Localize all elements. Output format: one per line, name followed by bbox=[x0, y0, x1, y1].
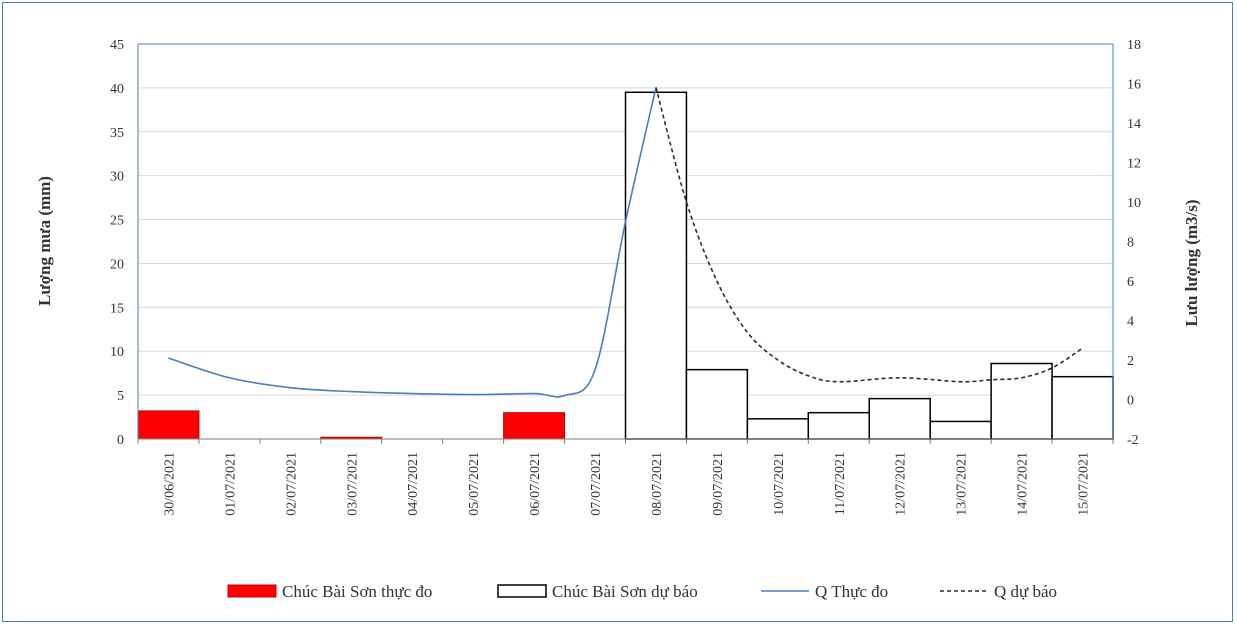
right-tick-label: 16 bbox=[1127, 78, 1141, 93]
x-tick-label: 12/07/2021 bbox=[894, 452, 909, 516]
right-tick-label: 0 bbox=[1127, 394, 1134, 409]
right-axis-title: Lưu lượng (m3/s) bbox=[1182, 199, 1201, 326]
x-tick-label: 10/07/2021 bbox=[772, 452, 787, 516]
legend-swatch bbox=[227, 584, 277, 598]
bar-forecast bbox=[990, 362, 1053, 440]
x-tick-label: 02/07/2021 bbox=[284, 452, 299, 516]
x-tick-label: 11/07/2021 bbox=[833, 452, 848, 515]
left-tick-label: 0 bbox=[117, 433, 124, 448]
legend-swatch bbox=[497, 584, 547, 598]
bar-series bbox=[137, 91, 1114, 440]
observed-discharge-line bbox=[168, 87, 657, 398]
x-tick-label: 09/07/2021 bbox=[711, 452, 726, 516]
legend-item: Chúc Bài Sơn dự báo bbox=[497, 582, 698, 601]
left-tick-label: 25 bbox=[110, 214, 124, 229]
legend-label: Chúc Bài Sơn thực đo bbox=[282, 582, 432, 601]
x-tick-label: 07/07/2021 bbox=[589, 452, 604, 516]
left-axis-ticks: 0 5 10 15 20 25 30 35 40 45 bbox=[110, 38, 124, 448]
x-tick-label: 01/07/2021 bbox=[223, 452, 238, 516]
bar-forecast bbox=[1051, 375, 1114, 440]
legend-item: Q Thực đo bbox=[761, 582, 888, 601]
x-tick-label: 13/07/2021 bbox=[955, 452, 970, 516]
x-tick-label: 03/07/2021 bbox=[345, 452, 360, 516]
left-tick-label: 10 bbox=[110, 345, 124, 360]
legend-item: Q dự báo bbox=[940, 582, 1057, 601]
x-tick-label: 08/07/2021 bbox=[650, 452, 665, 516]
forecast-discharge-line bbox=[655, 87, 1083, 383]
left-tick-label: 15 bbox=[110, 301, 124, 316]
x-tick-label: 15/07/2021 bbox=[1077, 452, 1092, 516]
bar-observed bbox=[503, 412, 566, 440]
bar-forecast bbox=[807, 411, 870, 440]
x-tick-label: 30/06/2021 bbox=[162, 452, 177, 516]
bar-forecast bbox=[624, 91, 688, 440]
x-tick-label: 05/07/2021 bbox=[467, 452, 482, 516]
right-tick-label: -2 bbox=[1127, 433, 1139, 448]
legend-label: Chúc Bài Sơn dự báo bbox=[552, 582, 698, 601]
right-tick-label: 2 bbox=[1127, 354, 1134, 369]
bar-forecast bbox=[746, 418, 810, 440]
left-tick-label: 30 bbox=[110, 170, 124, 185]
bar-observed bbox=[137, 410, 200, 440]
x-tick-label: 14/07/2021 bbox=[1016, 452, 1031, 516]
right-tick-label: 6 bbox=[1127, 275, 1134, 290]
line-series bbox=[168, 87, 1083, 398]
right-tick-label: 4 bbox=[1127, 315, 1134, 330]
right-tick-label: 12 bbox=[1127, 157, 1141, 172]
legend-label: Q dự báo bbox=[994, 582, 1057, 601]
left-axis-title: Lượng mưa (mm) bbox=[35, 176, 54, 306]
legend-label: Q Thực đo bbox=[815, 582, 888, 601]
bar-forecast bbox=[868, 397, 931, 440]
right-tick-label: 10 bbox=[1127, 196, 1141, 211]
left-tick-label: 5 bbox=[117, 389, 124, 404]
left-tick-label: 45 bbox=[110, 38, 124, 53]
left-tick-label: 20 bbox=[110, 257, 124, 272]
bar-forecast bbox=[685, 368, 749, 440]
bar-forecast bbox=[929, 420, 992, 440]
x-axis-ticks: 30/06/2021 01/07/2021 02/07/2021 03/07/2021… bbox=[162, 452, 1091, 516]
x-tick-label: 06/07/2021 bbox=[528, 452, 543, 516]
left-tick-label: 40 bbox=[110, 82, 124, 97]
legend-item: Chúc Bài Sơn thực đo bbox=[227, 582, 432, 601]
x-tick-label: 04/07/2021 bbox=[406, 452, 421, 516]
right-axis-ticks: -2 0 2 4 6 8 10 12 14 16 18 bbox=[1127, 38, 1141, 448]
right-tick-label: 8 bbox=[1127, 236, 1134, 251]
right-tick-label: 14 bbox=[1127, 117, 1141, 132]
axes bbox=[137, 43, 1114, 444]
legend: Chúc Bài Sơn thực đo Chúc Bài Sơn dự báo Q… bbox=[227, 582, 1057, 601]
right-tick-label: 18 bbox=[1127, 38, 1141, 53]
left-tick-label: 35 bbox=[110, 126, 124, 141]
